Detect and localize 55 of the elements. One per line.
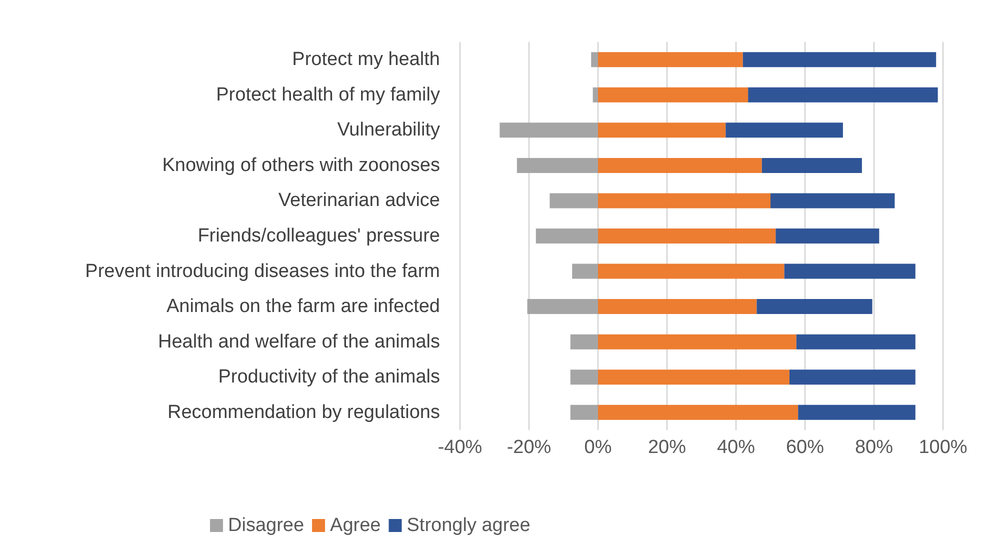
bar [570, 334, 598, 350]
legend-label: Disagree [228, 515, 304, 536]
bar [536, 228, 598, 244]
x-tick-label: 60% [786, 437, 824, 458]
y-tick-label: Productivity of the animals [218, 366, 440, 388]
bar [598, 299, 757, 314]
x-tick-label: 80% [854, 437, 894, 458]
bar [748, 87, 938, 102]
bar [598, 228, 776, 244]
bar [550, 193, 598, 208]
bar [796, 334, 916, 350]
x-tick-label: -40% [438, 437, 482, 458]
bar [789, 370, 916, 385]
bar [591, 52, 598, 68]
bar [798, 404, 916, 420]
bar [570, 370, 598, 385]
bar [598, 193, 770, 208]
x-tick-label: 20% [648, 437, 686, 458]
legend-label: Agree [330, 515, 381, 536]
bar [598, 264, 784, 279]
bar [592, 87, 598, 102]
bar [598, 158, 762, 173]
bar [598, 404, 798, 420]
bar [570, 404, 598, 420]
x-tick-label: 40% [716, 437, 756, 458]
bar [598, 122, 726, 138]
bar [516, 158, 598, 173]
x-tick-label: -20% [506, 437, 552, 458]
bar [598, 52, 743, 68]
bar [598, 87, 748, 102]
y-tick-label: Friends/colleagues' pressure [198, 226, 440, 246]
x-tick-label: 100% [918, 437, 968, 458]
bar [726, 122, 843, 138]
bar [776, 228, 880, 244]
bar [742, 52, 936, 68]
bar [770, 193, 895, 208]
bar [756, 299, 872, 314]
bar [784, 264, 916, 279]
y-tick-label: Vulnerability [337, 120, 440, 141]
x-tick-label: 0% [584, 437, 612, 458]
y-tick-label: Animals on the farm are infected [166, 296, 440, 318]
legend-label: Strongly agree [406, 515, 530, 536]
bar [527, 299, 598, 314]
bar [598, 370, 790, 385]
bar [572, 264, 598, 279]
y-tick-label: Recommendation by regulations [168, 402, 440, 423]
y-tick-label: Knowing of others with zoonoses [162, 154, 440, 176]
bar [598, 334, 796, 350]
y-tick-label: Veterinarian advice [278, 190, 440, 212]
y-tick-label: Prevent introducing diseases into the farm [85, 260, 440, 282]
y-tick-label: Protect my health [292, 49, 440, 70]
bar [762, 158, 862, 173]
y-tick-label: Health and welfare of the animals [158, 331, 440, 352]
y-tick-label: Protect health of my family [216, 84, 440, 106]
bar [500, 122, 598, 138]
